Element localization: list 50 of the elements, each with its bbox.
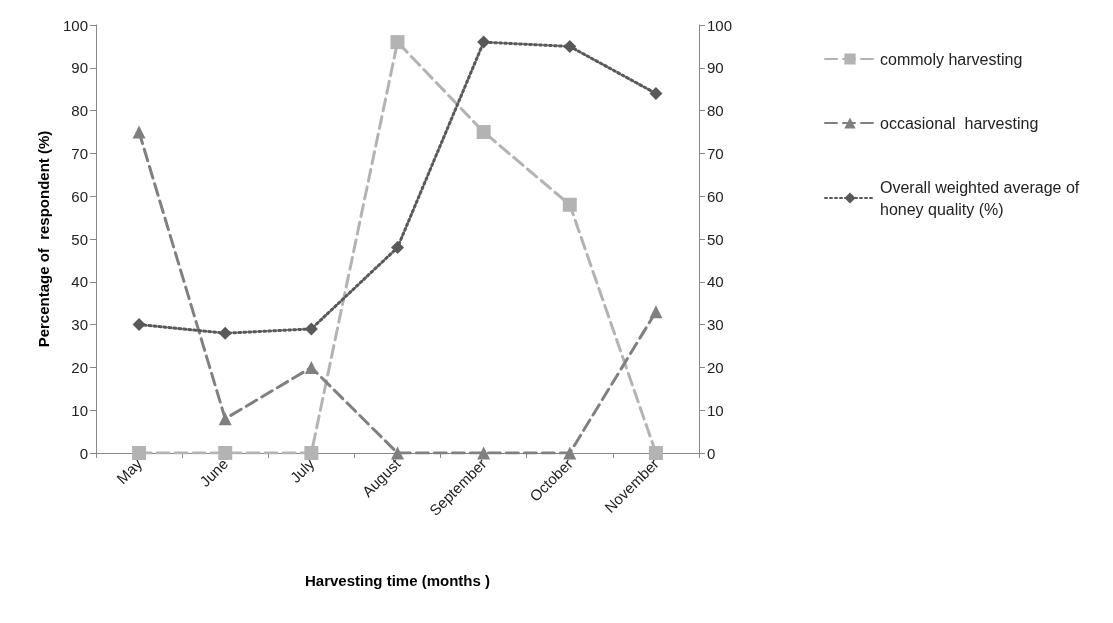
y-tick-label: 80 [71,102,88,120]
y2-tick-label: 50 [707,230,724,248]
point [563,446,577,460]
point [132,318,146,332]
y2-tick-label: 30 [707,316,724,334]
point [218,326,232,340]
legend-label: commoly harvesting [880,50,1023,68]
point [477,35,491,49]
point [563,39,577,53]
point [648,446,663,460]
point [649,305,663,319]
y-tick-label: 70 [71,144,88,162]
y-tick-label: 0 [79,444,88,462]
y-tick-label: 20 [71,358,88,376]
y2-tick-label: 90 [707,59,724,77]
y-axis-title: Percentage of respondent (%) [35,130,52,348]
y-tick-label: 100 [62,16,88,34]
y2-tick-label: 40 [707,273,724,291]
point [304,446,319,460]
point [218,412,232,426]
y2-tick-label: 100 [707,16,733,34]
y2-tick-label: 80 [707,102,724,120]
point [132,446,147,460]
x-axis-title: Harvesting time (months ) [304,572,491,589]
y2-tick-label: 20 [707,358,724,376]
x-tick-label: May [113,454,146,488]
point [390,35,405,50]
legend-label: occasional harvesting [880,114,1039,132]
y-tick-label: 60 [71,187,88,205]
y-tick-label: 10 [71,401,88,419]
x-tick-label: July [286,454,318,486]
point [649,86,663,100]
point [304,322,318,336]
legend-label: Overall weighted average of honey quality (%) [880,178,1084,218]
point [477,446,491,460]
point [304,360,318,374]
point [132,125,146,139]
y2-tick-label: 10 [707,401,724,419]
y-tick-label: 30 [71,316,88,334]
point [218,446,233,460]
y2-tick-label: 70 [707,144,724,162]
point [562,197,577,212]
y2-tick-label: 60 [707,187,724,205]
point [476,125,491,139]
y-tick-label: 90 [71,59,88,77]
point [391,241,404,255]
point [391,446,404,460]
y-tick-label: 50 [71,230,88,248]
y-tick-label: 40 [71,273,88,291]
y2-tick-label: 0 [707,444,716,462]
